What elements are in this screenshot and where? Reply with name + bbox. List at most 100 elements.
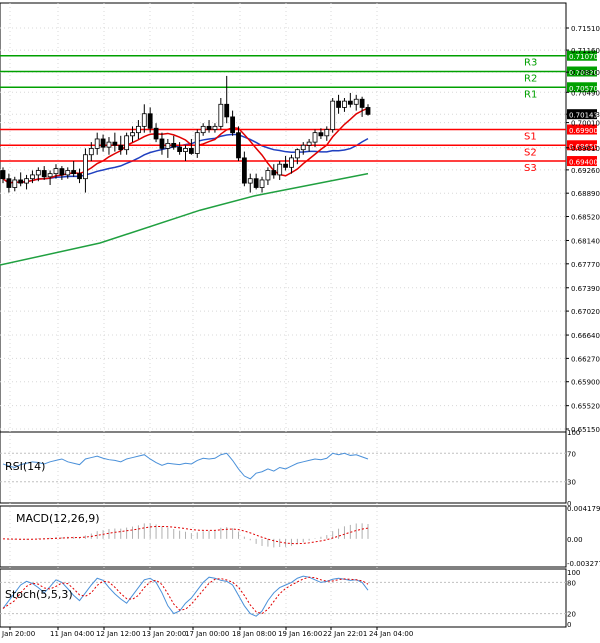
rsi-line xyxy=(2,452,369,480)
candle-body xyxy=(112,141,118,146)
candle-body xyxy=(153,127,159,140)
panel-frame-3 xyxy=(0,568,567,628)
candle-body xyxy=(83,154,88,180)
candle-body xyxy=(324,129,330,137)
candle-body xyxy=(100,138,106,148)
price-tick-label: 0.70490 xyxy=(571,89,600,97)
candle-body xyxy=(41,170,47,178)
candle-body xyxy=(136,125,141,134)
candle-body xyxy=(294,149,300,159)
level-price-label: 0.70820 xyxy=(569,69,598,77)
macd-tick-label: 0.004179 xyxy=(567,505,600,513)
level-label-s2: S2 xyxy=(524,147,537,158)
level-price-label: 0.69400 xyxy=(569,159,598,167)
candle-body xyxy=(318,132,324,137)
candle-body xyxy=(236,132,241,159)
candle-body xyxy=(6,178,12,188)
macd-label: MACD(12,26,9) xyxy=(16,512,100,525)
candle-body xyxy=(188,148,194,154)
candle-body xyxy=(141,113,147,127)
candle-body xyxy=(224,103,230,118)
level-label-r3: R3 xyxy=(524,58,537,69)
candle-body xyxy=(47,173,53,178)
price-tick-label: 0.71160 xyxy=(571,47,600,55)
time-tick-label: 19 Jan 16:00 xyxy=(278,630,322,638)
level-label-r2: R2 xyxy=(524,74,537,85)
price-tick-label: 0.71510 xyxy=(571,25,600,33)
candle-body xyxy=(206,125,212,130)
candle-body xyxy=(77,173,82,180)
level-price-box xyxy=(567,156,597,167)
macd-tick-label: 0.00 xyxy=(567,536,583,544)
candle-body xyxy=(194,132,200,154)
level-price-label: 0.71070 xyxy=(569,53,598,61)
level-price-box xyxy=(567,124,597,135)
level-price-box xyxy=(567,82,597,93)
price-tick-label: 0.69610 xyxy=(571,145,600,153)
price-tick-label: 0.66640 xyxy=(571,332,600,340)
stoch-main-line xyxy=(2,575,369,617)
panel-frame-2 xyxy=(0,505,567,568)
candle-body xyxy=(59,168,65,176)
candle-body xyxy=(359,98,365,108)
candle-body xyxy=(147,113,153,129)
candle-body xyxy=(212,125,218,130)
candle-body xyxy=(124,135,130,151)
candle-body xyxy=(65,170,71,176)
candle-body xyxy=(18,179,24,184)
time-tick-label: 17 Jan 00:00 xyxy=(185,630,229,638)
candle-body xyxy=(183,148,188,152)
candle-body xyxy=(218,103,224,127)
price-tick-label: 0.68520 xyxy=(571,214,600,222)
stoch-tick-label: 20 xyxy=(567,611,576,619)
time-tick-label: 11 Jan 04:00 xyxy=(50,630,94,638)
candle-body xyxy=(24,178,29,184)
price-tick-label: 0.67770 xyxy=(571,261,600,269)
price-tick-label: 0.65520 xyxy=(571,403,600,411)
ma-slow-line xyxy=(0,172,369,266)
candle-body xyxy=(247,178,253,184)
candle-body xyxy=(271,170,277,176)
candle-body xyxy=(118,144,124,151)
candle-body xyxy=(30,174,35,180)
level-label-s1: S1 xyxy=(524,132,537,143)
time-tick-label: 12 Jan 12:00 xyxy=(96,630,140,638)
candle-body xyxy=(265,170,271,181)
price-tick-label: 0.70810 xyxy=(571,69,600,77)
candle-body xyxy=(283,163,288,168)
price-tick-label: 0.65150 xyxy=(571,426,600,434)
panel-frame-1 xyxy=(0,431,567,504)
price-tick-label: 0.69260 xyxy=(571,167,600,175)
level-price-label: 0.70570 xyxy=(569,85,598,93)
price-tick-label: 0.70010 xyxy=(571,120,600,128)
candle-body xyxy=(71,170,77,175)
stoch-tick-label: 80 xyxy=(567,579,576,587)
time-tick-label: 22 Jan 22:01 xyxy=(323,630,367,638)
candle-body xyxy=(200,125,206,134)
price-tick-label: 0.67020 xyxy=(571,308,600,316)
price-tick-label: 0.67390 xyxy=(571,285,600,293)
panel-frame-0 xyxy=(0,2,567,433)
level-price-box xyxy=(567,66,597,77)
rsi-tick-label: 30 xyxy=(567,479,576,487)
price-tick-label: 0.65900 xyxy=(571,379,600,387)
price-tick-label: 0.66270 xyxy=(571,355,600,363)
rsi-label: RSI(14) xyxy=(5,460,45,473)
rsi-tick-label: 70 xyxy=(567,450,576,458)
candle-body xyxy=(12,179,18,188)
stoch-label: Stoch(5,5,3) xyxy=(5,588,73,601)
candle-body xyxy=(347,100,353,105)
candle-body xyxy=(330,100,336,130)
macd-tick-label: -0.003277 xyxy=(567,560,600,568)
rsi-tick-label: 100 xyxy=(567,429,580,437)
candle-body xyxy=(241,157,247,184)
rsi-tick-label: 0 xyxy=(567,500,571,508)
candle-body xyxy=(336,100,341,108)
level-price-box xyxy=(567,50,597,61)
level-label-s3: S3 xyxy=(524,163,537,174)
price-tick-label: 0.68140 xyxy=(571,237,600,245)
candle-body xyxy=(171,142,177,148)
candle-body xyxy=(342,100,347,108)
